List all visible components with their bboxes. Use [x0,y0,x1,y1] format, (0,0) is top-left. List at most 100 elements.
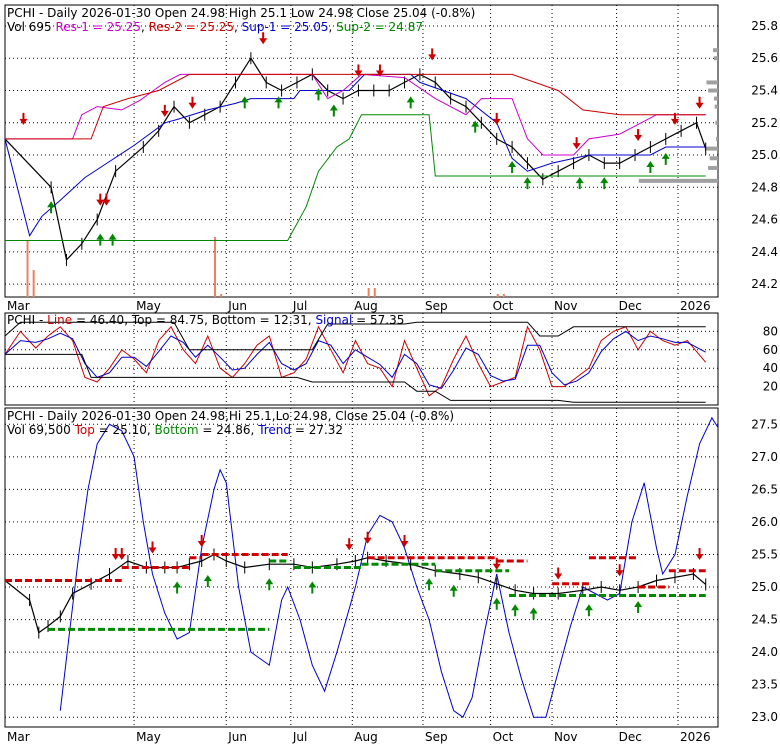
header-fragment: Vol 69,500 [7,423,75,437]
buy-arrow-icon [329,104,338,117]
sell-arrow-icon [160,104,169,117]
y-tick-label: 26.0 [751,515,778,529]
y-tick-label: 25.0 [751,148,778,162]
buy-arrow-icon [646,160,655,173]
sell-arrow-icon [96,193,105,206]
sell-arrow-icon [695,548,704,561]
sell-arrow-icon [363,531,372,544]
header-fragment: Line [47,313,72,327]
panel-header-line-1: PCHI - Daily 2026-01-30 Open 24.98,Hi 25… [7,409,454,423]
sell-arrow-icon [148,541,157,554]
series-close-line [4,553,707,634]
sell-arrow-icon [375,64,384,77]
buy-arrow-icon [584,604,593,617]
header-fragment: = 57.35 [352,313,404,327]
buy-arrow-icon [508,160,517,173]
volume-bar [502,294,505,297]
header-fragment: , [234,20,242,34]
buy-arrow-icon [108,233,117,246]
header-fragment: Trend [257,423,291,437]
buy-arrow-icon [274,96,283,109]
y-tick-label: 25.8 [751,19,778,33]
sell-arrow-icon [428,48,437,61]
y-tick-label: 24.0 [751,645,778,659]
x-tick-label: Sep [425,730,448,744]
header-fragment: PCHI - Daily 2026-01-30 Open 24.98,Hi 25… [7,409,454,423]
x-tick-label: Sep [425,299,448,313]
volume-bar [373,288,376,297]
header-fragment: = 46.40, [72,313,132,327]
price-histogram-bar [706,80,718,85]
volume-bar [220,294,223,297]
buy-arrow-icon [575,177,584,190]
y-tick-label: 25.4 [751,84,778,98]
header-fragment: Bottom [212,313,256,327]
header-fragment: Top [74,423,95,437]
sell-arrow-icon [102,193,111,206]
buy-arrow-icon [449,584,458,597]
sell-arrow-icon [354,64,363,77]
x-tick-label: Oct [493,730,514,744]
series-signal-line [4,330,706,389]
y-tick-label: 25.5 [751,547,778,561]
header-fragment: Sup-1 = 25.05 [242,20,329,34]
price-panel-x-axis: Mar May Jun Jul Aug Sep Oct Nov Dec 2026 [7,299,711,313]
header-fragment: = 12.31, [256,313,316,327]
sell-arrow-icon [554,567,563,580]
x-tick-label: Mar [7,299,30,313]
panel-header-line-2: Vol 69,500 Top = 25.10, Bottom = 24.86, … [7,423,343,437]
buy-arrow-icon [308,581,317,594]
x-tick-label: Dec [619,730,642,744]
header-fragment: Vol 695 [7,20,56,34]
volume-bar [32,270,35,297]
header-fragment: = 27.32 [291,423,343,437]
trend-panel: 23.0 23.5 24.0 24.5 25.0 25.5 26.0 26.5 27.0 27.5… [4,407,778,728]
header-fragment: Res-2 = 25.25 [149,20,234,34]
y-tick-label: 24.2 [751,277,778,291]
buy-arrow-icon [661,152,670,165]
y-tick-label: 20 [763,380,778,394]
x-tick-label: May [136,299,161,313]
buy-arrow-icon [425,578,434,591]
y-tick-label: 25.2 [751,116,778,130]
x-tick-label: Jul [292,730,307,744]
sell-arrow-icon [400,534,409,547]
header-fragment: = 24.86, [199,423,259,437]
price-panel: 24.2 24.4 24.6 24.8 25.0 25.2 25.4 25.6 25.8 PCHI… [4,4,778,298]
buy-arrow-icon [529,607,538,620]
y-tick-label: 24.8 [751,180,778,194]
buy-arrow-icon [240,96,249,109]
price-histogram-bar [715,120,718,125]
header-fragment: = 84.75, [152,313,212,327]
x-tick-label: Mar [7,730,30,744]
price-histogram-bar [713,48,718,53]
x-tick-label: Oct [493,299,514,313]
series-res-1-line [5,73,706,156]
price-histogram-bar [714,96,718,101]
x-tick-label: Nov [554,299,577,313]
price-histogram-bar [638,178,718,183]
y-tick-label: 23.0 [751,710,778,724]
y-tick-label: 23.5 [751,678,778,692]
sell-arrow-icon [492,112,501,125]
x-tick-label: Nov [554,730,577,744]
y-tick-label: 26.5 [751,482,778,496]
x-tick-label: Jul [292,299,307,313]
header-fragment: = 25.10, [95,423,155,437]
buy-arrow-icon [47,201,56,214]
volume-bar [496,294,499,297]
header-fragment: Bottom [155,423,199,437]
buy-arrow-icon [523,177,532,190]
stochastic-panel: 20 40 60 80 PCHI - Line = 46.40, Top = 84.75… [4,312,778,406]
buy-arrow-icon [406,96,415,109]
series-bottom-line [5,353,706,403]
y-tick-label: 24.4 [751,245,778,259]
panel-header-line-2: Vol 695 Res-1 = 25.25, Res-2 = 25.25, Su… [7,20,423,34]
y-tick-label: 25.6 [751,51,778,65]
sell-arrow-icon [670,112,679,125]
x-tick-label: Dec [619,299,642,313]
buy-arrow-icon [492,597,501,610]
price-histogram-bar [714,104,718,109]
